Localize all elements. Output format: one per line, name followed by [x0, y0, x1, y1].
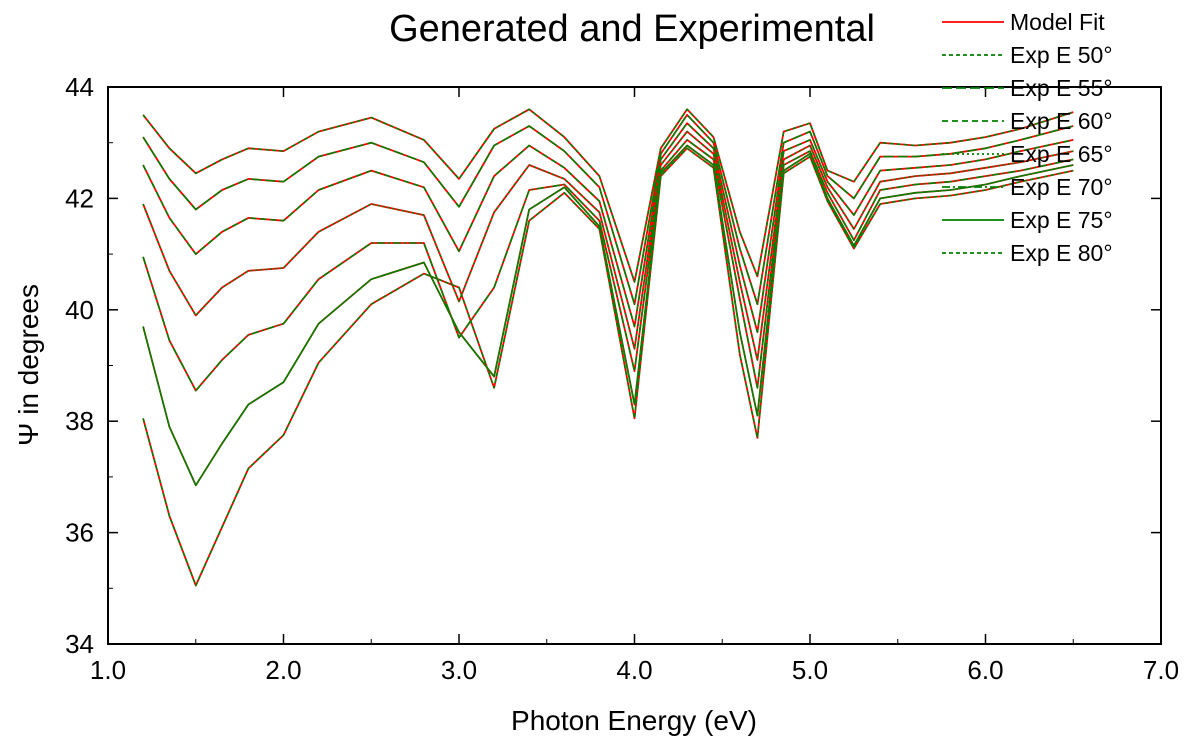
legend-label: Model Fit — [1010, 9, 1105, 35]
legend-label: Exp E 65° — [1010, 141, 1113, 167]
series-line-model-fit — [142, 130, 1074, 361]
y-axis: 34 36 38 40 42 44 — [65, 72, 1161, 659]
series-line-model-fit — [142, 138, 1074, 392]
x-axis-label: Photon Energy (eV) — [511, 705, 757, 736]
series-line-exp-70 — [142, 139, 1074, 392]
series-line-exp-60 — [142, 122, 1074, 333]
y-axis-label: Ψ in degrees — [13, 284, 44, 446]
series-group — [142, 108, 1074, 587]
y-tick-label: 42 — [65, 183, 94, 213]
series-line-exp-50 — [142, 108, 1074, 283]
y-tick-label: 44 — [65, 72, 94, 102]
y-tick-label: 38 — [65, 406, 94, 436]
series-line-exp-75 — [142, 144, 1074, 487]
x-tick-label: 1.0 — [90, 655, 126, 685]
y-tick-label: 40 — [65, 295, 94, 325]
legend-label: Exp E 70° — [1010, 174, 1113, 200]
legend-label: Exp E 75° — [1010, 207, 1113, 233]
x-tick-label: 7.0 — [1143, 655, 1179, 685]
x-tick-label: 3.0 — [441, 655, 477, 685]
x-tick-label: 2.0 — [265, 655, 301, 685]
y-tick-label: 36 — [65, 518, 94, 548]
legend-label: Exp E 60° — [1010, 108, 1113, 134]
x-tick-label: 5.0 — [792, 655, 828, 685]
legend-label: Exp E 50° — [1010, 42, 1113, 68]
x-tick-label: 6.0 — [967, 655, 1003, 685]
plot-area: 1.0 2.0 3.0 4.0 5.0 6.0 7.0 34 36 38 40 42 44 — [65, 72, 1179, 685]
legend-label: Exp E 55° — [1010, 75, 1113, 101]
y-tick-label: 34 — [65, 629, 94, 659]
x-tick-label: 4.0 — [616, 655, 652, 685]
series-line-exp-55 — [142, 114, 1074, 306]
series-line-exp-80 — [142, 147, 1074, 587]
legend-label: Exp E 80° — [1010, 240, 1113, 266]
legend: Model Fit Exp E 50° Exp E 55° Exp E 60° Exp … — [942, 9, 1113, 266]
x-axis: 1.0 2.0 3.0 4.0 5.0 6.0 7.0 — [90, 87, 1179, 685]
chart-title: Generated and Experimental — [389, 8, 875, 50]
